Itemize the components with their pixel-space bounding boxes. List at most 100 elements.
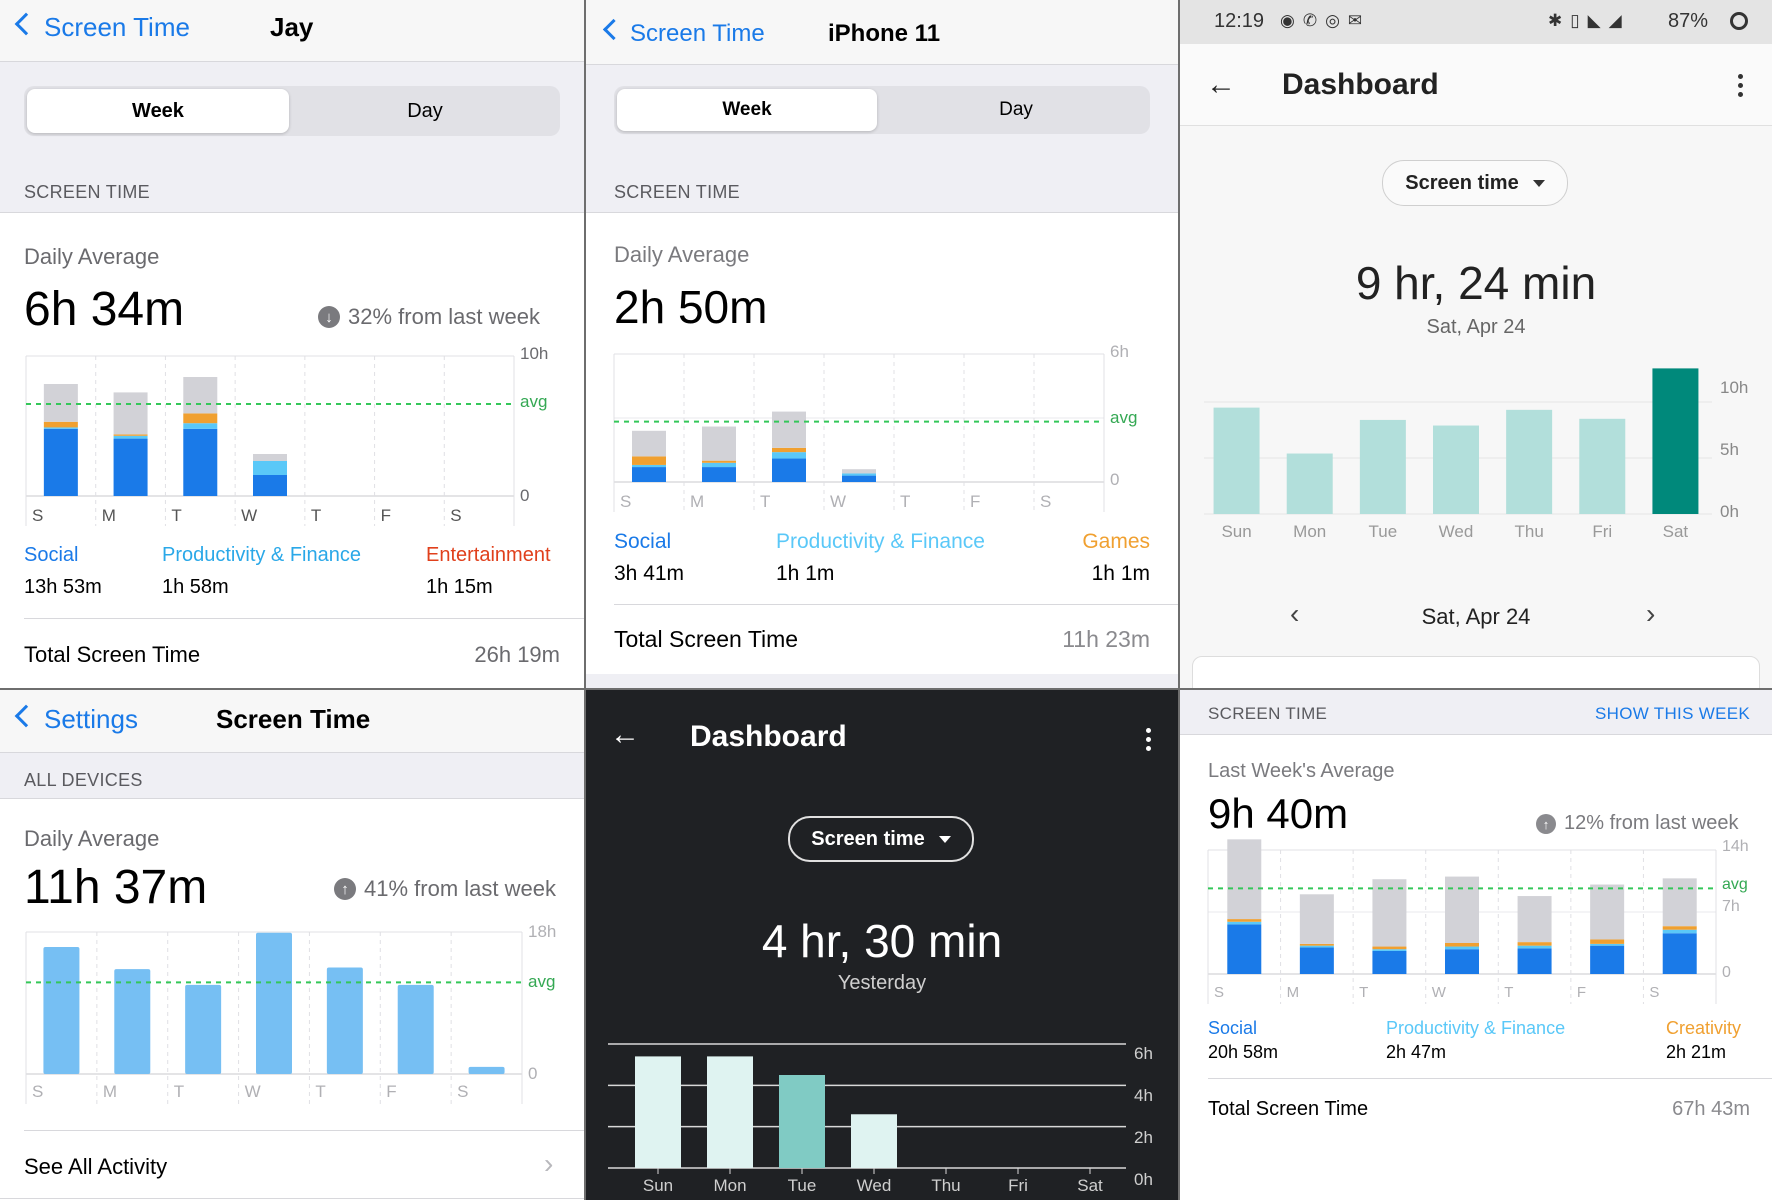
arrow-up-circle-icon: ↑ bbox=[1536, 814, 1556, 834]
bar-segment-productivity-finance bbox=[1590, 943, 1625, 946]
day-tick-label: Fri bbox=[1008, 1176, 1028, 1195]
day-tick-label: T bbox=[760, 492, 771, 511]
category-productivity: Productivity & Finance bbox=[776, 530, 985, 553]
tab-day[interactable]: Day bbox=[999, 99, 1033, 120]
panel-jay-screen-time: Screen Time Jay Week Day SCREEN TIME Dai… bbox=[0, 0, 584, 688]
category-games-time: 1h 1m bbox=[1091, 562, 1150, 585]
bar-segment-social bbox=[702, 467, 736, 482]
bar-segment-other bbox=[1590, 884, 1625, 940]
page-title: iPhone 11 bbox=[828, 20, 941, 47]
day-tick-label: Wed bbox=[856, 1176, 892, 1195]
selected-day-total: 9 hr, 24 min bbox=[1355, 257, 1597, 309]
tab-day[interactable]: Day bbox=[407, 99, 443, 122]
bar-segment-games bbox=[772, 447, 806, 453]
bar-segment-productivity-finance bbox=[1372, 949, 1407, 951]
change-from-last-week: 12% from last week bbox=[1564, 812, 1739, 834]
bar-segment-social bbox=[1590, 945, 1625, 974]
day-tick-label: S bbox=[457, 1082, 469, 1101]
day-tick-label: Mon bbox=[1293, 522, 1327, 541]
day-tick-label: Mon bbox=[713, 1176, 747, 1195]
bar-segment-creativity bbox=[1590, 939, 1625, 944]
back-button[interactable]: Screen Time bbox=[630, 20, 765, 47]
axis-max-label: 6h bbox=[1110, 342, 1129, 361]
bar-segment-productivity-finance bbox=[183, 423, 218, 429]
page-title: Screen Time bbox=[216, 704, 371, 734]
panel-android-dashboard: 12:19 ◉✆◎✉ ✱▯◣◢ 87% ← Dashboard Screen t… bbox=[1180, 0, 1772, 688]
see-all-activity-link[interactable]: See All Activity bbox=[24, 1154, 168, 1179]
daily-average-label: Daily Average bbox=[24, 826, 160, 851]
more-menu-icon[interactable] bbox=[1146, 728, 1151, 755]
selected-day-total: 4 hr, 30 min bbox=[761, 915, 1003, 967]
selected-day-label: Yesterday bbox=[837, 972, 927, 994]
bar-segment-social bbox=[183, 428, 218, 496]
last-week-average-value: 9h 40m bbox=[1208, 790, 1349, 837]
bar-total bbox=[43, 946, 80, 1074]
category-social: Social bbox=[1208, 1018, 1258, 1038]
bar-sat bbox=[1652, 368, 1699, 514]
section-header: SCREEN TIME bbox=[24, 182, 150, 202]
metric-dropdown[interactable]: Screen time bbox=[1382, 160, 1568, 206]
day-tick-label: S bbox=[1649, 984, 1660, 1001]
bar-segment-social bbox=[632, 467, 666, 482]
change-from-last-week: 41% from last week bbox=[364, 876, 556, 901]
day-tick-label: S bbox=[32, 1082, 44, 1101]
day-tick-label: W bbox=[241, 506, 258, 525]
day-tick-label: T bbox=[315, 1082, 326, 1101]
section-header: SCREEN TIME bbox=[1208, 704, 1328, 723]
category-social-time: 13h 53m bbox=[24, 576, 102, 598]
weekly-stacked-bar-chart bbox=[1207, 839, 1717, 1004]
last-week-average-label: Last Week's Average bbox=[1208, 760, 1395, 782]
navigation-date: Sat, Apr 24 bbox=[1421, 604, 1531, 629]
avg-label: avg bbox=[1110, 408, 1138, 427]
more-menu-icon[interactable] bbox=[1738, 74, 1743, 101]
total-screen-time-label[interactable]: Total Screen Time bbox=[1208, 1098, 1369, 1120]
category-productivity-time: 1h 58m bbox=[162, 576, 229, 598]
day-tick-label: W bbox=[830, 492, 847, 511]
day-tick-label: T bbox=[1504, 984, 1514, 1001]
bar-segment-creativity bbox=[1227, 919, 1262, 922]
day-tick-label: T bbox=[900, 492, 911, 511]
day-tick-label: Sat bbox=[1077, 1176, 1103, 1195]
bar-segment-other bbox=[183, 377, 218, 414]
back-button[interactable]: Settings bbox=[44, 704, 138, 734]
day-tick-label: Thu bbox=[1514, 522, 1544, 541]
week-day-segmented-control: Week Day bbox=[614, 86, 1150, 134]
tab-week[interactable]: Week bbox=[27, 89, 289, 133]
day-tick-label: Sun bbox=[1221, 522, 1252, 541]
bar-segment-entertainment bbox=[183, 413, 218, 424]
day-tick-label: Sun bbox=[642, 1176, 674, 1195]
change-from-last-week: 32% from last week bbox=[348, 304, 540, 329]
category-social: Social bbox=[614, 530, 672, 553]
back-arrow-icon[interactable]: ← bbox=[1206, 68, 1236, 101]
bar-segment-social bbox=[842, 475, 876, 482]
total-screen-time-label[interactable]: Total Screen Time bbox=[24, 642, 201, 667]
previous-day-chevron-icon[interactable]: ‹ bbox=[1290, 598, 1300, 629]
axis-max-label: 14h bbox=[1722, 838, 1749, 855]
day-tick-label: Wed bbox=[1438, 522, 1474, 541]
bar-sun bbox=[635, 1056, 681, 1168]
nav-bar bbox=[586, 0, 1178, 64]
bar-segment-productivity-finance bbox=[842, 473, 876, 476]
axis-label-2h: 2h bbox=[1134, 1128, 1153, 1147]
metric-dropdown[interactable]: Screen time bbox=[788, 816, 974, 862]
bar-segment-entertainment bbox=[43, 421, 78, 428]
bar-segment-social bbox=[43, 428, 78, 496]
category-entertainment: Entertainment bbox=[426, 544, 551, 566]
day-tick-label: M bbox=[101, 506, 116, 525]
day-tick-label: Tue bbox=[787, 1176, 817, 1195]
total-screen-time-label[interactable]: Total Screen Time bbox=[614, 626, 799, 652]
nav-bar bbox=[0, 690, 584, 752]
tab-week[interactable]: Week bbox=[617, 89, 877, 131]
bar-segment-productivity-finance bbox=[113, 435, 148, 439]
bar-tue bbox=[779, 1075, 825, 1168]
app-bar bbox=[1180, 44, 1772, 126]
arrow-down-circle-icon: ↓ bbox=[318, 306, 340, 328]
back-button[interactable]: Screen Time bbox=[44, 12, 190, 42]
next-day-chevron-icon[interactable]: › bbox=[1646, 598, 1656, 629]
show-this-week-button[interactable]: SHOW THIS WEEK bbox=[1594, 704, 1750, 723]
bar-segment-social bbox=[1227, 924, 1262, 974]
chevron-right-icon: › bbox=[544, 1148, 554, 1179]
axis-mid-label: 7h bbox=[1722, 898, 1740, 915]
bar-segment-other bbox=[772, 411, 806, 448]
back-arrow-icon[interactable]: ← bbox=[610, 718, 640, 751]
